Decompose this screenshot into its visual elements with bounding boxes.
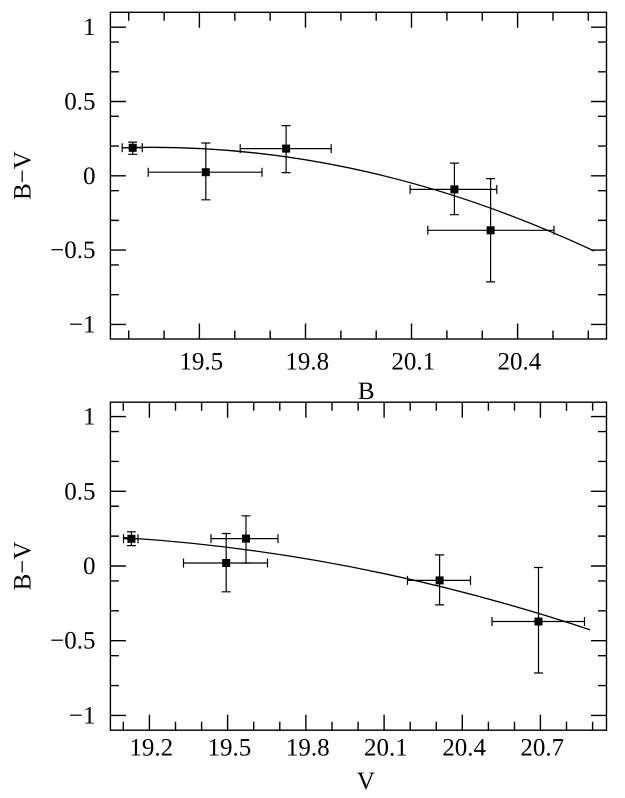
svg-text:20.7: 20.7: [520, 735, 564, 762]
svg-text:1: 1: [83, 14, 96, 41]
svg-text:20.1: 20.1: [364, 735, 408, 762]
svg-text:B−V: B−V: [10, 151, 37, 200]
svg-text:−0.5: −0.5: [50, 237, 95, 264]
svg-text:1: 1: [83, 404, 96, 431]
svg-text:20.4: 20.4: [498, 349, 542, 376]
svg-text:19.8: 19.8: [285, 349, 329, 376]
svg-text:B: B: [358, 378, 375, 405]
svg-text:0.5: 0.5: [64, 478, 95, 505]
svg-text:19.8: 19.8: [286, 735, 330, 762]
svg-text:20.4: 20.4: [442, 735, 486, 762]
svg-text:0.5: 0.5: [64, 89, 95, 116]
svg-text:20.1: 20.1: [391, 349, 435, 376]
svg-text:−1: −1: [69, 702, 96, 729]
svg-text:19.5: 19.5: [179, 349, 223, 376]
svg-text:19.2: 19.2: [129, 735, 173, 762]
svg-text:19.5: 19.5: [208, 735, 252, 762]
svg-text:−1: −1: [69, 311, 96, 338]
svg-text:−0.5: −0.5: [50, 628, 95, 655]
svg-text:0: 0: [83, 163, 96, 190]
svg-text:B−V: B−V: [10, 542, 37, 591]
svg-text:0: 0: [83, 553, 96, 580]
svg-text:V: V: [357, 768, 375, 795]
